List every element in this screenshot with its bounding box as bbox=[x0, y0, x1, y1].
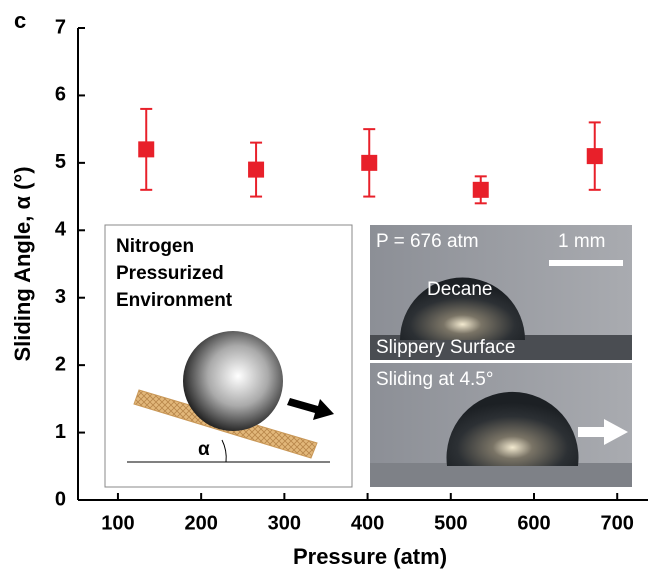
y-tick-label: 6 bbox=[55, 84, 66, 106]
y-tick-label: 3 bbox=[55, 286, 66, 308]
inset-text: Environment bbox=[116, 290, 233, 311]
droplet bbox=[183, 331, 283, 431]
y-tick-label: 2 bbox=[55, 353, 66, 375]
inset-photos: P = 676 atm 1 mm Decane Slippery Surface… bbox=[370, 225, 632, 487]
marker bbox=[586, 148, 603, 165]
x-tick-label: 100 bbox=[101, 512, 134, 534]
panel-label: c bbox=[14, 8, 26, 33]
inset-schematic: Nitrogen Pressurized Environment α bbox=[104, 224, 353, 488]
x-tick-label: 700 bbox=[601, 512, 634, 534]
scale-bar bbox=[549, 260, 623, 266]
scale-label: 1 mm bbox=[558, 231, 606, 252]
plot-area: 0 1 2 3 4 5 6 7 100 200 300 400 500 600 700 bbox=[55, 16, 648, 534]
x-tick-label: 200 bbox=[184, 512, 217, 534]
y-tick-label: 4 bbox=[55, 219, 67, 241]
photo-text: Slippery Surface bbox=[376, 337, 515, 358]
y-tick-label: 5 bbox=[55, 151, 66, 173]
marker bbox=[361, 154, 378, 171]
inset-text: Pressurized bbox=[116, 263, 224, 284]
inset-text: Nitrogen bbox=[116, 236, 194, 257]
photo-text: Decane bbox=[427, 279, 493, 300]
x-tick-label: 600 bbox=[517, 512, 550, 534]
marker bbox=[138, 141, 155, 158]
y-axis-label: Sliding Angle, α (°) bbox=[10, 166, 35, 361]
photo-droplet bbox=[446, 391, 579, 466]
angle-arc bbox=[221, 439, 227, 463]
x-axis-label: Pressure (atm) bbox=[293, 544, 447, 569]
photo-text: Sliding at 4.5° bbox=[376, 369, 493, 390]
y-tick-label: 7 bbox=[55, 16, 66, 38]
marker bbox=[248, 161, 265, 178]
y-tick-label: 1 bbox=[55, 421, 66, 443]
angle-label: α bbox=[198, 439, 210, 460]
arrow bbox=[287, 398, 334, 420]
y-tick-label: 0 bbox=[55, 488, 66, 510]
marker bbox=[472, 181, 489, 198]
photo-text: P = 676 atm bbox=[376, 231, 479, 252]
photo-substrate bbox=[370, 463, 632, 487]
x-tick-label: 300 bbox=[268, 512, 301, 534]
x-tick-label: 400 bbox=[351, 512, 384, 534]
x-tick-label: 500 bbox=[434, 512, 467, 534]
arrow bbox=[578, 419, 628, 445]
photo-droplet bbox=[400, 277, 525, 340]
